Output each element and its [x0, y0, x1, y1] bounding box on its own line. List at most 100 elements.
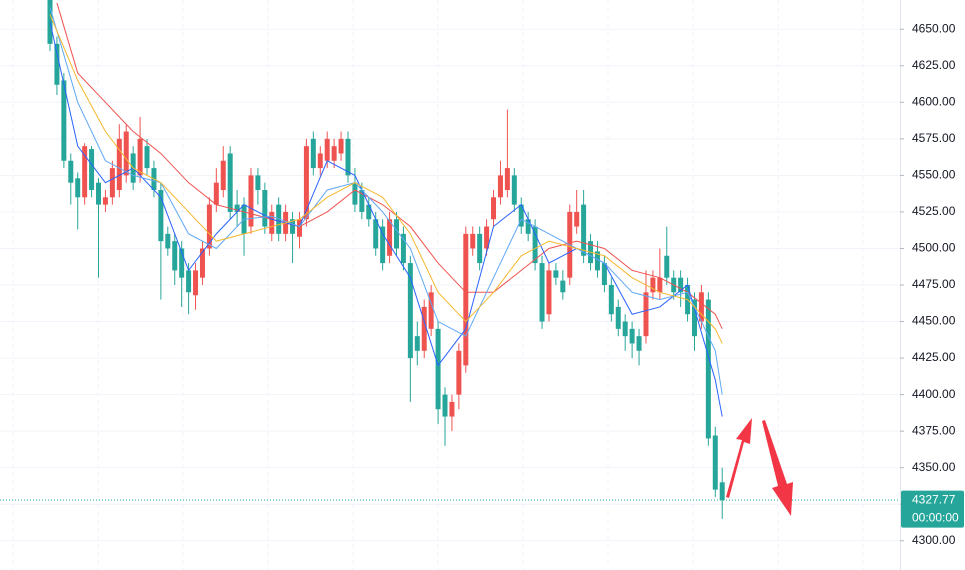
candle-body: [345, 138, 351, 176]
candle-body: [89, 149, 95, 190]
price-axis: 4300.004325.004350.004375.004400.004425.…: [900, 21, 964, 547]
candle-body: [109, 168, 115, 198]
candle-body: [435, 328, 441, 410]
last-price-badge: [901, 490, 964, 528]
candle-body: [484, 226, 490, 249]
plot: [0, 0, 900, 519]
candle-body: [387, 219, 393, 256]
up-arrow: [726, 418, 752, 498]
candle-body: [525, 219, 531, 234]
candle-body: [650, 277, 656, 293]
candle-body: [317, 153, 323, 169]
candle-body: [186, 270, 192, 293]
moving-average-line: [49, 14, 723, 344]
y-tick-label: 4300.00: [912, 533, 956, 547]
moving-average-line: [49, 21, 723, 417]
y-tick-label: 4650.00: [912, 21, 956, 35]
candle-body: [712, 435, 718, 490]
candle-body: [220, 160, 226, 190]
candle-body: [324, 138, 330, 161]
candle-body: [574, 211, 580, 227]
candle-body: [504, 168, 510, 190]
grid: [0, 0, 900, 570]
y-tick-label: 4450.00: [912, 314, 956, 328]
candle-body: [691, 299, 697, 337]
candle-body: [394, 219, 399, 249]
y-tick-label: 4400.00: [912, 387, 956, 401]
candle-body: [373, 219, 379, 249]
candle-body: [705, 299, 711, 439]
candle-body: [206, 204, 212, 249]
candle-body: [158, 190, 164, 242]
candle-body: [213, 182, 219, 205]
candle-body: [477, 233, 483, 264]
candle-body: [123, 131, 129, 176]
candle-body: [102, 197, 108, 205]
y-tick-label: 4625.00: [912, 58, 956, 72]
candle-body: [290, 219, 296, 234]
candle-body: [172, 241, 178, 271]
candle-body: [407, 263, 413, 359]
candle-body: [678, 277, 684, 293]
y-tick-label: 4475.00: [912, 277, 956, 291]
candle-body: [532, 226, 538, 264]
candle-body: [96, 182, 102, 205]
candle-body: [338, 138, 344, 154]
candle-body: [636, 336, 642, 351]
candle-body: [601, 263, 607, 285]
candle-body: [400, 233, 406, 264]
candle-body: [463, 233, 469, 366]
y-tick-label: 4525.00: [912, 204, 956, 218]
candle-body: [352, 182, 358, 205]
candle-body: [622, 321, 628, 337]
y-tick-label: 4375.00: [912, 423, 956, 437]
candle-body: [615, 306, 621, 329]
annotation-arrows: [726, 418, 793, 516]
candle-body: [310, 138, 316, 169]
candle-body: [421, 306, 427, 351]
candle-body: [137, 138, 143, 176]
candle-body: [82, 146, 88, 198]
candle-body: [546, 270, 552, 315]
candle-body: [608, 285, 614, 315]
countdown-label: 00:00:00: [912, 510, 959, 524]
candle-body: [643, 292, 649, 337]
y-tick-label: 4550.00: [912, 168, 956, 182]
candle-body: [227, 153, 233, 212]
candle-body: [553, 270, 559, 278]
candle-body: [657, 277, 663, 293]
candle-body: [456, 350, 462, 395]
down-arrow: [762, 420, 793, 516]
candle-body: [68, 160, 74, 183]
candle-body: [359, 190, 365, 212]
candle-body: [539, 263, 545, 322]
y-tick-label: 4600.00: [912, 94, 956, 108]
candle-body: [366, 204, 372, 220]
candle-body: [75, 178, 81, 198]
y-tick-label: 4425.00: [912, 350, 956, 364]
y-tick-label: 4500.00: [912, 241, 956, 255]
candle-body: [491, 197, 497, 220]
y-tick-label: 4350.00: [912, 460, 956, 474]
candle-body: [179, 248, 185, 278]
candle-body: [199, 248, 205, 278]
candle-body: [629, 328, 635, 344]
candle-body: [414, 336, 420, 351]
moving-average-line: [49, 7, 723, 395]
candle-body: [144, 146, 150, 169]
candle-body: [581, 204, 587, 256]
candle-body: [518, 204, 524, 227]
candle-body: [116, 138, 122, 190]
candle-body: [719, 482, 725, 501]
y-tick-label: 4575.00: [912, 131, 956, 145]
candle-body: [234, 204, 240, 212]
candle-body: [331, 146, 337, 161]
candle-body: [296, 219, 302, 237]
candle-body: [470, 233, 476, 249]
candle-body: [165, 233, 171, 249]
candle-body: [262, 190, 268, 227]
candle-body: [248, 175, 254, 227]
candle-body: [380, 226, 386, 264]
candle-body: [594, 251, 600, 271]
